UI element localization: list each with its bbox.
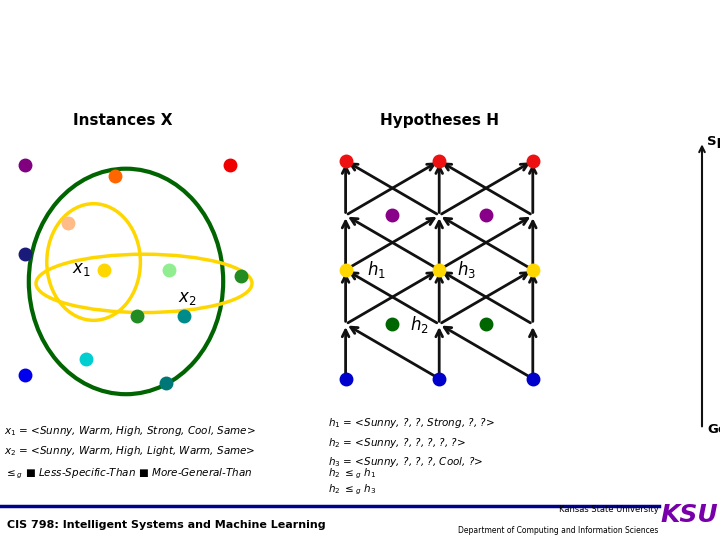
Text: $h_3$ = <Sunny, ?, ?, ?, Cool, ?>: $h_3$ = <Sunny, ?, ?, ?, Cool, ?> — [328, 455, 483, 469]
Text: $x_2$ = <Sunny, Warm, High, Light, Warm, Same>: $x_2$ = <Sunny, Warm, High, Light, Warm,… — [4, 443, 255, 457]
Text: $h_1$ = <Sunny, ?, ?, Strong, ?, ?>: $h_1$ = <Sunny, ?, ?, Strong, ?, ?> — [328, 416, 495, 430]
Text: $h_1$: $h_1$ — [367, 259, 386, 280]
Text: $x_2$: $x_2$ — [178, 289, 197, 307]
Text: KSU: KSU — [660, 503, 719, 526]
Text: $h_3$: $h_3$ — [457, 259, 476, 280]
Text: $h_2$ $\leq_g$ $h_3$: $h_2$ $\leq_g$ $h_3$ — [328, 482, 376, 497]
Text: Kansas State University: Kansas State University — [559, 505, 659, 515]
Text: $x_1$: $x_1$ — [72, 260, 91, 278]
Text: Department of Computing and Information Sciences: Department of Computing and Information … — [459, 526, 659, 535]
Text: $h_2$ = <Sunny, ?, ?, ?, ?, ?>: $h_2$ = <Sunny, ?, ?, ?, ?, ?> — [328, 436, 466, 450]
Text: $x_1$ = <Sunny, Warm, High, Strong, Cool, Same>: $x_1$ = <Sunny, Warm, High, Strong, Cool… — [4, 424, 256, 438]
Text: Specific: Specific — [707, 135, 720, 148]
Text: Less-Specific-Than: Less-Specific-Than — [362, 72, 579, 92]
Text: CIS 798: Intelligent Systems and Machine Learning: CIS 798: Intelligent Systems and Machine… — [7, 521, 326, 530]
Text: $\leq_g$ ■ Less-Specific-Than ■ More-General-Than: $\leq_g$ ■ Less-Specific-Than ■ More-Gen… — [4, 467, 252, 481]
Text: $h_2$: $h_2$ — [410, 314, 429, 335]
Text: $h_2$ $\leq_g$ $h_1$: $h_2$ $\leq_g$ $h_1$ — [328, 467, 376, 481]
Text: Instances, Hypotheses, and: Instances, Hypotheses, and — [197, 21, 523, 41]
Text: General: General — [707, 423, 720, 436]
Text: Instances X: Instances X — [73, 113, 172, 127]
Text: Hypotheses H: Hypotheses H — [379, 113, 499, 127]
Text: the Partial Ordering: the Partial Ordering — [115, 72, 358, 92]
